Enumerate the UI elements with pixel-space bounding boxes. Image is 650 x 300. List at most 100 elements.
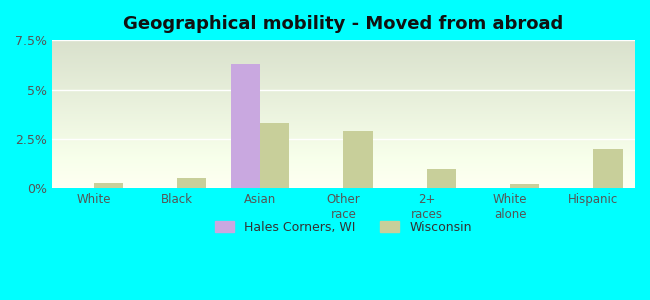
Bar xyxy=(52,74,635,75)
Bar xyxy=(52,125,635,126)
Bar xyxy=(52,185,635,186)
Bar xyxy=(52,148,635,149)
Bar xyxy=(52,78,635,79)
Bar xyxy=(52,183,635,184)
Bar xyxy=(52,94,635,95)
Bar xyxy=(52,140,635,141)
Bar xyxy=(52,48,635,49)
Bar xyxy=(52,116,635,117)
Bar xyxy=(52,142,635,143)
Bar xyxy=(52,145,635,146)
Bar xyxy=(52,163,635,164)
Bar xyxy=(52,96,635,97)
Bar xyxy=(52,88,635,89)
Bar xyxy=(52,61,635,62)
Bar xyxy=(52,63,635,64)
Bar xyxy=(52,109,635,110)
Bar xyxy=(52,61,635,62)
Bar xyxy=(52,110,635,111)
Bar xyxy=(52,83,635,84)
Bar xyxy=(52,160,635,161)
Bar xyxy=(177,178,206,188)
Bar xyxy=(52,70,635,71)
Bar xyxy=(52,128,635,129)
Bar xyxy=(52,157,635,158)
Bar xyxy=(52,167,635,168)
Bar xyxy=(52,166,635,167)
Bar xyxy=(52,103,635,104)
Bar xyxy=(52,82,635,83)
Bar xyxy=(52,158,635,159)
Bar xyxy=(52,93,635,94)
Bar xyxy=(52,135,635,136)
Bar xyxy=(52,75,635,76)
Bar xyxy=(52,115,635,116)
Bar xyxy=(52,65,635,66)
Bar xyxy=(52,68,635,69)
Bar xyxy=(52,177,635,178)
Bar xyxy=(52,162,635,163)
Bar xyxy=(52,56,635,57)
Bar xyxy=(52,180,635,181)
Bar xyxy=(52,69,635,70)
Bar xyxy=(52,146,635,147)
Bar xyxy=(52,137,635,138)
Bar xyxy=(52,53,635,54)
Bar xyxy=(52,81,635,82)
Bar xyxy=(52,49,635,50)
Bar xyxy=(52,111,635,112)
Bar xyxy=(593,149,623,188)
Bar xyxy=(52,72,635,73)
Bar xyxy=(52,51,635,52)
Bar xyxy=(52,54,635,55)
Bar xyxy=(52,43,635,44)
Bar xyxy=(52,90,635,91)
Bar xyxy=(52,112,635,113)
Bar xyxy=(52,164,635,165)
Bar xyxy=(52,44,635,45)
Bar xyxy=(52,176,635,177)
Bar xyxy=(52,99,635,100)
Bar xyxy=(52,52,635,53)
Bar xyxy=(427,169,456,188)
Bar xyxy=(52,105,635,106)
Bar xyxy=(52,55,635,56)
Bar xyxy=(52,184,635,185)
Bar xyxy=(52,92,635,93)
Bar xyxy=(52,179,635,180)
Bar xyxy=(52,165,635,166)
Bar xyxy=(52,187,635,188)
Bar xyxy=(52,67,635,68)
Bar xyxy=(52,104,635,105)
Bar xyxy=(52,106,635,107)
Bar xyxy=(52,156,635,157)
Bar xyxy=(52,144,635,145)
Bar xyxy=(52,120,635,121)
Bar xyxy=(231,64,260,188)
Bar xyxy=(52,107,635,108)
Bar xyxy=(52,113,635,114)
Title: Geographical mobility - Moved from abroad: Geographical mobility - Moved from abroa… xyxy=(124,15,564,33)
Bar xyxy=(52,139,635,140)
Bar xyxy=(52,133,635,134)
Bar xyxy=(52,136,635,137)
Bar xyxy=(52,62,635,63)
Bar xyxy=(52,130,635,131)
Bar xyxy=(52,101,635,102)
Bar xyxy=(52,161,635,162)
Bar xyxy=(52,153,635,154)
Bar xyxy=(52,82,635,83)
Bar xyxy=(260,123,289,188)
Bar xyxy=(52,152,635,153)
Bar xyxy=(52,131,635,132)
Bar xyxy=(52,60,635,61)
Bar xyxy=(52,85,635,86)
Bar xyxy=(52,171,635,172)
Bar xyxy=(52,172,635,173)
Bar xyxy=(52,71,635,72)
Bar xyxy=(52,79,635,80)
Bar xyxy=(52,132,635,133)
Bar xyxy=(52,178,635,179)
Bar xyxy=(52,58,635,59)
Bar xyxy=(52,151,635,152)
